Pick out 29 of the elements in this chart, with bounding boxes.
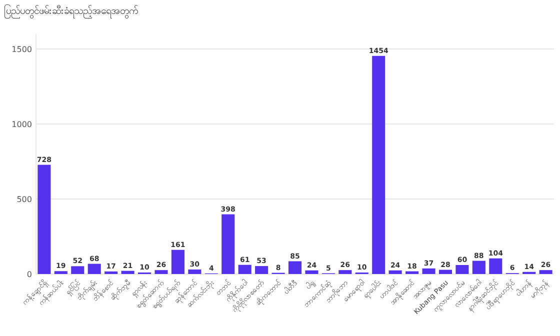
bar [305,270,318,274]
bar [539,270,552,274]
bar [54,271,68,274]
bar [238,264,252,274]
bar [489,258,502,274]
y-tick-label: 1000 [12,120,32,129]
bar [456,265,469,274]
bar [372,56,386,274]
bar [222,214,235,274]
bar [388,270,402,274]
bar [121,270,134,274]
y-tick-label: 1500 [12,45,32,54]
bar [88,264,101,274]
bar [171,250,184,274]
bar [288,261,302,274]
bar [104,271,118,274]
bar [338,270,352,274]
y-tick-label: 500 [16,195,32,204]
y-tick-label: 0 [26,270,32,279]
bar [422,268,436,274]
bar [71,266,84,274]
chart-title: ပြည်ပတွင်ဖမ်းဆီးခံရသည့်အရေအတွက် [4,3,138,19]
bar [472,260,486,274]
bar [188,270,202,274]
bar [406,271,419,274]
bar [255,266,268,274]
bar [438,270,452,274]
bar [38,164,51,274]
bar [154,270,168,274]
